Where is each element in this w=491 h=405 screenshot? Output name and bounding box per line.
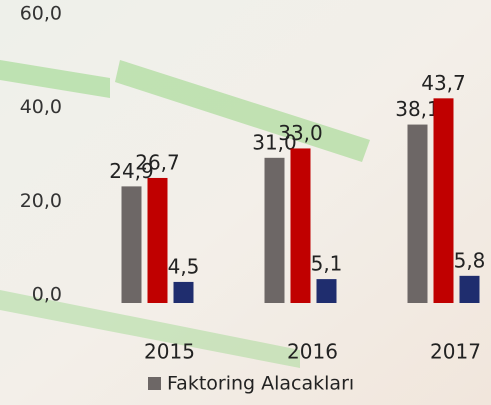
- bar: [264, 157, 285, 303]
- bar: [290, 148, 311, 303]
- bar: [459, 275, 480, 303]
- x-tick-label: 2017: [430, 340, 481, 364]
- bar: [316, 279, 337, 303]
- value-label: 24,9: [109, 159, 154, 183]
- bar: [433, 98, 454, 303]
- y-tick-label: 20,0: [20, 190, 62, 212]
- y-tick-label: 0,0: [32, 284, 62, 306]
- bar: [121, 186, 142, 303]
- legend-label: Faktoring Alacakları: [167, 373, 354, 395]
- decoration: [0, 290, 300, 368]
- decoration: [115, 60, 370, 162]
- x-tick-label: 2015: [144, 340, 195, 364]
- value-label: 33,0: [278, 121, 323, 145]
- bar: [407, 124, 428, 303]
- legend-swatch: [148, 377, 161, 390]
- value-label: 4,5: [168, 254, 200, 278]
- value-label: 26,7: [135, 150, 180, 174]
- value-label: 5,8: [454, 248, 486, 272]
- y-tick-label: 40,0: [20, 96, 62, 118]
- bar: [173, 281, 194, 303]
- bar: [147, 177, 168, 303]
- y-tick-label: 60,0: [20, 3, 62, 25]
- value-label: 5,1: [311, 252, 343, 276]
- decoration: [0, 60, 110, 98]
- x-tick-label: 2016: [287, 340, 338, 364]
- value-label: 38,1: [395, 97, 440, 121]
- value-label: 43,7: [421, 71, 466, 95]
- value-label: 31,0: [252, 130, 297, 154]
